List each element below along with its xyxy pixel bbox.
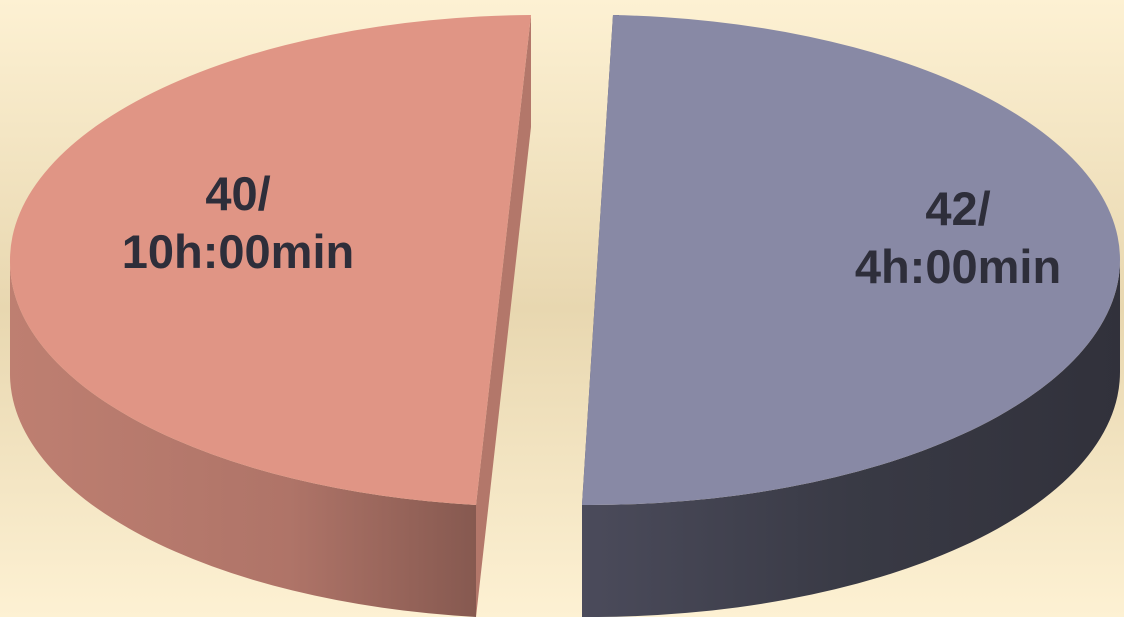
- slice-label: 42/4h:00min: [855, 182, 1061, 293]
- slice-cut-face: [476, 15, 531, 617]
- slice-side: [9, 260, 477, 617]
- slice-side: [582, 260, 1120, 617]
- slice-label: 40/10h:00min: [122, 167, 354, 278]
- slice-label-line2: 4h:00min: [855, 240, 1061, 293]
- slice-top: [582, 15, 1121, 506]
- slice-top: [9, 15, 531, 505]
- slice-label-line1: 40/: [205, 167, 270, 220]
- slice-label-line1: 42/: [925, 182, 990, 235]
- slice-label-line2: 10h:00min: [122, 225, 354, 278]
